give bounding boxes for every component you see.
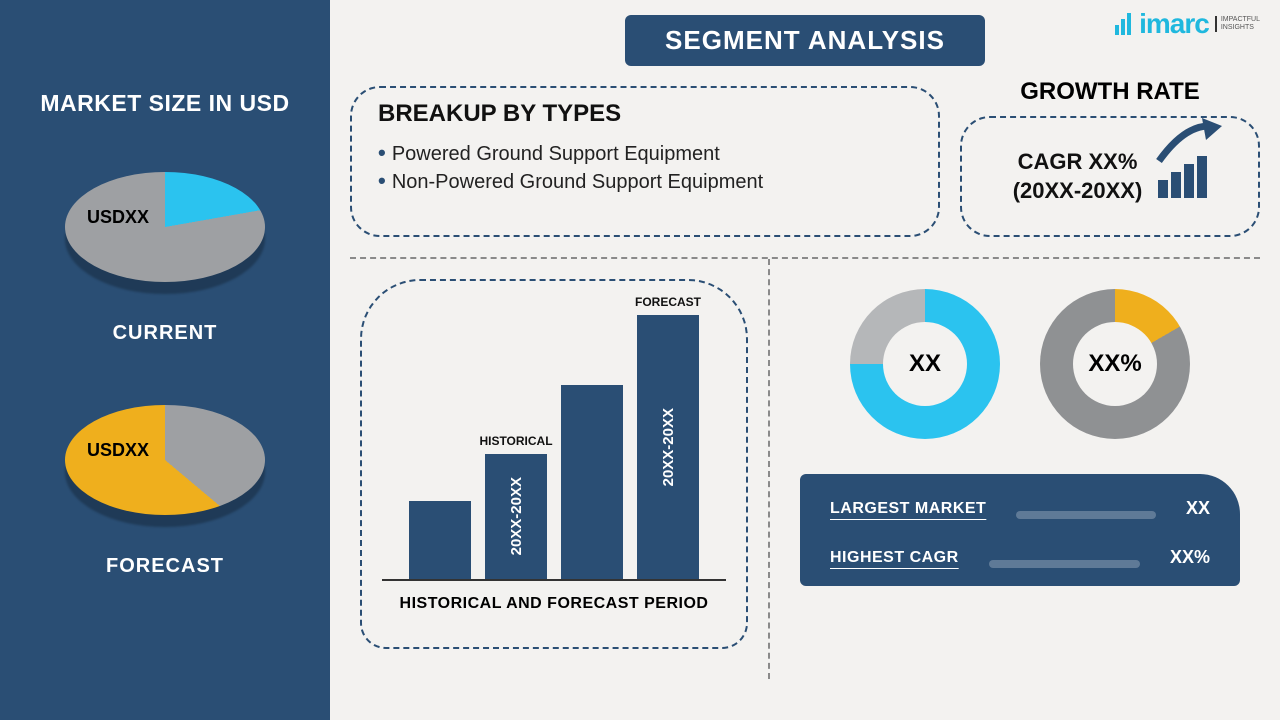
breakup-item: Powered Ground Support Equipment — [378, 140, 912, 166]
brand-logo: imarc IMPACTFULINSIGHTS — [1115, 8, 1260, 40]
bar-label: 20XX-20XX — [660, 408, 677, 486]
pie-current: USDXX — [55, 152, 275, 312]
bar-chart: 20XX-20XXHISTORICAL20XX-20XXFORECAST — [382, 301, 726, 581]
breakup-item: Non-Powered Ground Support Equipment — [378, 168, 912, 194]
panel-progress — [1016, 511, 1156, 519]
sidebar-market-size: MARKET SIZE IN USD USDXX CURRENT USDXX F… — [0, 0, 330, 720]
panel-label: HIGHEST CAGR — [830, 549, 959, 567]
bar — [409, 501, 471, 579]
sidebar-heading: MARKET SIZE IN USD — [40, 90, 289, 117]
main-area: imarc IMPACTFULINSIGHTS SEGMENT ANALYSIS… — [330, 0, 1280, 720]
pie-forecast-label: USDXX — [87, 440, 149, 461]
row-top: BREAKUP BY TYPES Powered Ground Support … — [350, 86, 1260, 237]
donut-2: XX% — [1040, 289, 1190, 439]
col-metrics: XX XX% LARGEST MARKET XX HIGHEST CAGR XX% — [770, 259, 1260, 679]
breakup-list: Powered Ground Support EquipmentNon-Powe… — [378, 140, 912, 194]
panel-label: LARGEST MARKET — [830, 500, 986, 518]
panel-progress — [989, 560, 1140, 568]
cagr-period: (20XX-20XX) — [1013, 177, 1143, 206]
bar-chart-card: 20XX-20XXHISTORICAL20XX-20XXFORECAST HIS… — [360, 279, 748, 649]
growth-bars-arrow-icon — [1158, 156, 1207, 198]
col-historical-forecast: 20XX-20XXHISTORICAL20XX-20XXFORECAST HIS… — [350, 259, 770, 679]
growth-heading: GROWTH RATE — [960, 78, 1260, 106]
logo-wordmark: imarc — [1139, 8, 1209, 40]
metrics-panel: LARGEST MARKET XX HIGHEST CAGR XX% — [800, 474, 1240, 586]
pie-forecast: USDXX — [55, 385, 275, 545]
pie-forecast-caption: FORECAST — [106, 555, 224, 578]
donut-1: XX — [850, 289, 1000, 439]
bar-chart-caption: HISTORICAL AND FORECAST PERIOD — [400, 595, 709, 613]
card-breakup-by-types: BREAKUP BY TYPES Powered Ground Support … — [350, 86, 940, 237]
pie-current-label: USDXX — [87, 207, 149, 228]
row-bottom: 20XX-20XXHISTORICAL20XX-20XXFORECAST HIS… — [350, 259, 1260, 679]
bar-tag: HISTORICAL — [479, 434, 552, 448]
bar: 20XX-20XXHISTORICAL — [485, 454, 547, 579]
panel-value: XX — [1186, 498, 1210, 519]
logo-bars-icon — [1115, 13, 1131, 35]
logo-tagline: IMPACTFULINSIGHTS — [1215, 16, 1260, 31]
bar: 20XX-20XXFORECAST — [637, 315, 699, 579]
panel-value: XX% — [1170, 547, 1210, 568]
card-growth-rate: CAGR XX% (20XX-20XX) — [960, 116, 1260, 237]
page-title: SEGMENT ANALYSIS — [625, 15, 985, 66]
panel-row: LARGEST MARKET XX — [830, 498, 1210, 519]
breakup-heading: BREAKUP BY TYPES — [378, 100, 912, 128]
donut-center-value: XX — [883, 322, 967, 406]
pie-current-caption: CURRENT — [113, 322, 218, 345]
donut-center-value: XX% — [1073, 322, 1157, 406]
bar-label: 20XX-20XX — [508, 477, 525, 555]
donut-charts: XX XX% — [800, 289, 1240, 439]
panel-row: HIGHEST CAGR XX% — [830, 547, 1210, 568]
bar — [561, 385, 623, 580]
cagr-value: CAGR XX% — [1013, 148, 1143, 177]
bar-tag: FORECAST — [635, 295, 701, 309]
